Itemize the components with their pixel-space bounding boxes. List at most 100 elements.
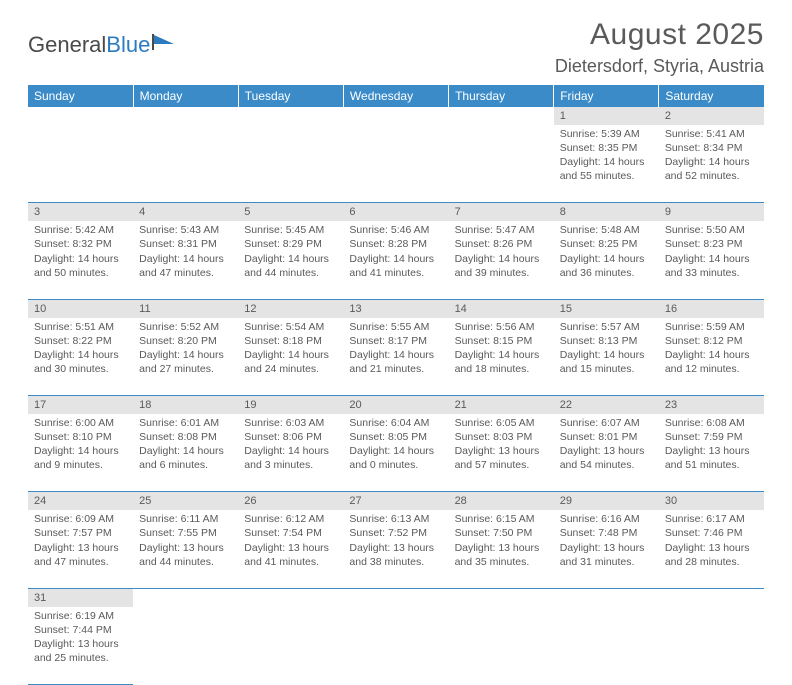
sunset-line: Sunset: 8:26 PM — [455, 237, 548, 251]
day-detail-cell: Sunrise: 5:51 AMSunset: 8:22 PMDaylight:… — [28, 318, 133, 396]
daylight-line: Daylight: 14 hours and 55 minutes. — [560, 155, 653, 183]
daylight-line: Daylight: 13 hours and 31 minutes. — [560, 541, 653, 569]
sunset-line: Sunset: 8:13 PM — [560, 334, 653, 348]
detail-row: Sunrise: 5:42 AMSunset: 8:32 PMDaylight:… — [28, 221, 764, 299]
daynum-row: 10111213141516 — [28, 299, 764, 317]
day-detail-cell: Sunrise: 5:57 AMSunset: 8:13 PMDaylight:… — [554, 318, 659, 396]
sunrise-line: Sunrise: 5:51 AM — [34, 320, 127, 334]
day-number-cell — [238, 588, 343, 606]
daylight-line: Daylight: 14 hours and 41 minutes. — [349, 252, 442, 280]
detail-row: Sunrise: 6:19 AMSunset: 7:44 PMDaylight:… — [28, 607, 764, 685]
sunset-line: Sunset: 8:01 PM — [560, 430, 653, 444]
sunrise-line: Sunrise: 5:56 AM — [455, 320, 548, 334]
daylight-line: Daylight: 14 hours and 3 minutes. — [244, 444, 337, 472]
daylight-line: Daylight: 14 hours and 44 minutes. — [244, 252, 337, 280]
daylight-line: Daylight: 14 hours and 0 minutes. — [349, 444, 442, 472]
sunset-line: Sunset: 7:52 PM — [349, 526, 442, 540]
daylight-line: Daylight: 13 hours and 54 minutes. — [560, 444, 653, 472]
day-number-cell: 27 — [343, 492, 448, 510]
location-text: Dietersdorf, Styria, Austria — [555, 56, 764, 77]
day-detail-cell: Sunrise: 6:08 AMSunset: 7:59 PMDaylight:… — [659, 414, 764, 492]
sunrise-line: Sunrise: 5:45 AM — [244, 223, 337, 237]
day-detail-cell: Sunrise: 6:11 AMSunset: 7:55 PMDaylight:… — [133, 510, 238, 588]
day-number-cell — [343, 588, 448, 606]
sunset-line: Sunset: 7:57 PM — [34, 526, 127, 540]
daylight-line: Daylight: 13 hours and 41 minutes. — [244, 541, 337, 569]
sunset-line: Sunset: 8:08 PM — [139, 430, 232, 444]
day-number-cell — [659, 588, 764, 606]
day-detail-cell — [28, 125, 133, 203]
day-number-cell: 16 — [659, 299, 764, 317]
day-number-cell — [133, 107, 238, 125]
sunrise-line: Sunrise: 5:48 AM — [560, 223, 653, 237]
day-detail-cell: Sunrise: 5:48 AMSunset: 8:25 PMDaylight:… — [554, 221, 659, 299]
sunrise-line: Sunrise: 5:54 AM — [244, 320, 337, 334]
day-number-cell: 12 — [238, 299, 343, 317]
day-number-cell: 11 — [133, 299, 238, 317]
day-detail-cell — [343, 125, 448, 203]
sunrise-line: Sunrise: 5:59 AM — [665, 320, 758, 334]
daynum-row: 24252627282930 — [28, 492, 764, 510]
brand-blue: Blue — [106, 32, 150, 58]
day-detail-cell — [133, 125, 238, 203]
daylight-line: Daylight: 13 hours and 38 minutes. — [349, 541, 442, 569]
daylight-line: Daylight: 14 hours and 47 minutes. — [139, 252, 232, 280]
title-block: August 2025 Dietersdorf, Styria, Austria — [555, 18, 764, 77]
day-number-cell — [28, 107, 133, 125]
daylight-line: Daylight: 14 hours and 21 minutes. — [349, 348, 442, 376]
day-number-cell: 2 — [659, 107, 764, 125]
day-detail-cell — [659, 607, 764, 685]
day-detail-cell: Sunrise: 5:52 AMSunset: 8:20 PMDaylight:… — [133, 318, 238, 396]
day-header: Sunday — [28, 85, 133, 107]
sunset-line: Sunset: 7:50 PM — [455, 526, 548, 540]
sunrise-line: Sunrise: 5:50 AM — [665, 223, 758, 237]
detail-row: Sunrise: 6:00 AMSunset: 8:10 PM Daylight:… — [28, 414, 764, 492]
sunset-line: Sunset: 8:18 PM — [244, 334, 337, 348]
day-detail-cell: Sunrise: 5:46 AMSunset: 8:28 PMDaylight:… — [343, 221, 448, 299]
day-number-cell: 6 — [343, 203, 448, 221]
sunset-line: Sunset: 7:48 PM — [560, 526, 653, 540]
day-number-cell: 17 — [28, 396, 133, 414]
sunset-line: Sunset: 8:28 PM — [349, 237, 442, 251]
sunset-line: Sunset: 8:34 PM — [665, 141, 758, 155]
day-detail-cell: Sunrise: 6:09 AMSunset: 7:57 PMDaylight:… — [28, 510, 133, 588]
daylight-line: Daylight: 14 hours and 6 minutes. — [139, 444, 232, 472]
daynum-row: 12 — [28, 107, 764, 125]
month-title: August 2025 — [555, 18, 764, 52]
day-number-cell: 30 — [659, 492, 764, 510]
day-detail-cell: Sunrise: 6:03 AMSunset: 8:06 PMDaylight:… — [238, 414, 343, 492]
calendar-head: SundayMondayTuesdayWednesdayThursdayFrid… — [28, 85, 764, 107]
day-number-cell: 29 — [554, 492, 659, 510]
day-detail-cell: Sunrise: 6:01 AMSunset: 8:08 PMDaylight:… — [133, 414, 238, 492]
day-detail-cell: Sunrise: 6:07 AMSunset: 8:01 PMDaylight:… — [554, 414, 659, 492]
sunset-line: Sunset: 7:44 PM — [34, 623, 127, 637]
calendar-table: SundayMondayTuesdayWednesdayThursdayFrid… — [28, 85, 764, 685]
day-detail-cell: Sunrise: 6:04 AMSunset: 8:05 PMDaylight:… — [343, 414, 448, 492]
daylight-line: Daylight: 13 hours and 28 minutes. — [665, 541, 758, 569]
sunset-line: Sunset: 8:03 PM — [455, 430, 548, 444]
day-number-cell: 15 — [554, 299, 659, 317]
day-number-cell: 3 — [28, 203, 133, 221]
daylight-line: Daylight: 14 hours and 36 minutes. — [560, 252, 653, 280]
day-header: Thursday — [449, 85, 554, 107]
sunrise-line: Sunrise: 5:41 AM — [665, 127, 758, 141]
sunset-line: Sunset: 7:55 PM — [139, 526, 232, 540]
sunset-line: Sunset: 8:20 PM — [139, 334, 232, 348]
sunrise-line: Sunrise: 6:17 AM — [665, 512, 758, 526]
day-number-cell: 13 — [343, 299, 448, 317]
day-detail-cell — [343, 607, 448, 685]
day-number-cell: 20 — [343, 396, 448, 414]
daylight-line: Daylight: 13 hours and 44 minutes. — [139, 541, 232, 569]
daylight-line: Daylight: 14 hours and 50 minutes. — [34, 252, 127, 280]
day-number-cell — [343, 107, 448, 125]
sunset-line: Sunset: 8:31 PM — [139, 237, 232, 251]
sunrise-line: Sunrise: 6:05 AM — [455, 416, 548, 430]
sunrise-line: Sunrise: 6:00 AM — [34, 416, 127, 430]
day-detail-cell: Sunrise: 5:47 AMSunset: 8:26 PMDaylight:… — [449, 221, 554, 299]
sunrise-line: Sunrise: 6:09 AM — [34, 512, 127, 526]
sunset-line: Sunset: 7:54 PM — [244, 526, 337, 540]
sunset-line: Sunset: 8:32 PM — [34, 237, 127, 251]
sunset-line: Sunset: 8:10 PM — [34, 430, 127, 444]
day-number-cell: 5 — [238, 203, 343, 221]
day-detail-cell: Sunrise: 5:42 AMSunset: 8:32 PMDaylight:… — [28, 221, 133, 299]
